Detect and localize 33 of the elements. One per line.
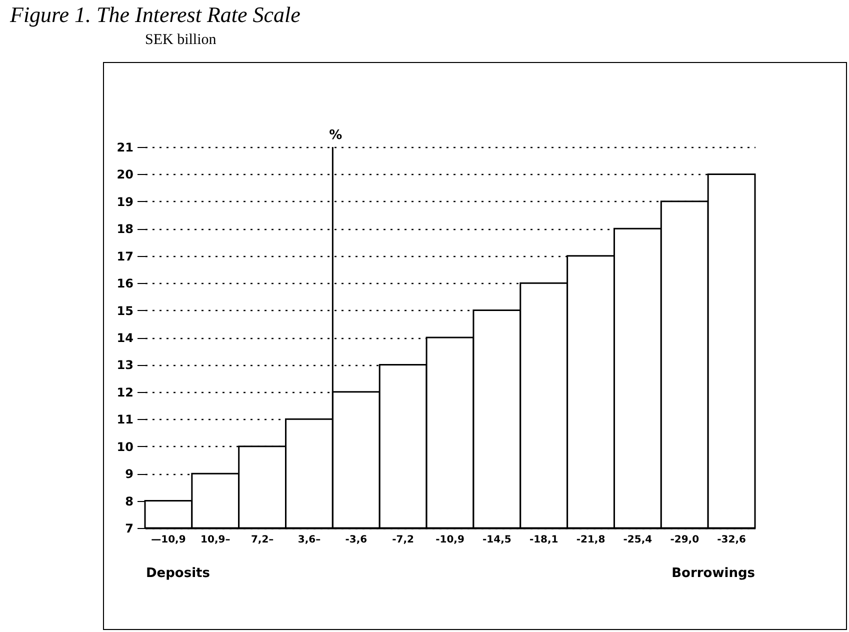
text: Borrowings [672,566,755,581]
chart-title: Figure 1. The Interest Rate Scale [10,2,300,28]
y-tick-label: 12 [116,385,134,400]
y-tick-label: 11 [116,412,134,427]
x-tick-label: -7,2 [392,534,414,546]
y-tick-label: 19 [116,194,134,209]
y-tick-label: 20 [116,168,134,182]
x-tick-label: -14,5 [482,534,512,546]
y-tick-label: 9 [125,467,134,482]
x-tick-label: -32,6 [717,534,746,546]
x-tick-label: -29,0 [670,534,700,546]
text: Deposits [146,566,210,581]
x-tick-label: -18,1 [529,534,558,546]
y-tick-label: 14 [116,331,134,345]
y-tick-label: 17 [116,249,134,264]
y-tick-label: 16 [116,276,134,291]
x-tick-label: 10,9– [200,534,230,546]
x-tick-label: -3,6 [345,534,368,546]
x-tick-label: —10,9 [151,534,186,546]
y-tick-label: 21 [116,140,134,154]
ref-line-label: % [329,128,342,143]
chart-subtitle: SEK billion [145,32,216,49]
x-tick-label: 7,2– [250,534,274,546]
y-tick-label: 7 [125,522,134,536]
y-tick-label: 8 [125,494,134,508]
x-tick-label: -10,9 [436,534,464,546]
x-tick-label: -21,8 [576,534,606,546]
x-tick-label: -25,4 [623,534,652,546]
x-tick-label: 3,6– [298,534,321,546]
y-tick-label: 15 [116,304,134,318]
y-tick-label: 13 [116,358,134,372]
y-tick-label: 18 [116,222,134,236]
y-tick-label: 10 [116,440,134,454]
